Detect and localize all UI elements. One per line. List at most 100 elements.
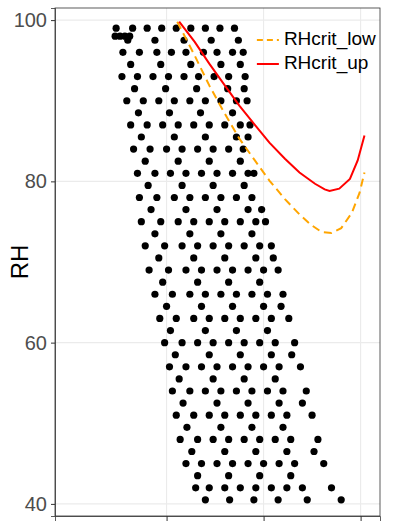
scatter-point xyxy=(256,242,263,249)
scatter-point xyxy=(210,182,217,189)
scatter-point xyxy=(155,97,162,104)
scatter-point xyxy=(202,133,209,140)
scatter-point xyxy=(216,25,223,32)
scatter-point xyxy=(161,339,168,346)
tick: 60 xyxy=(25,332,55,354)
scatter-point xyxy=(183,424,190,431)
scatter-point xyxy=(233,387,240,394)
tick-mark xyxy=(51,181,55,182)
scatter-point xyxy=(221,218,228,225)
scatter-point xyxy=(206,158,213,165)
scatter-point xyxy=(225,73,232,80)
scatter-point xyxy=(178,146,185,153)
scatter-point xyxy=(256,472,263,479)
scatter-point xyxy=(229,49,236,56)
scatter-point xyxy=(217,424,224,431)
scatter-point xyxy=(156,315,163,322)
scatter-point xyxy=(241,182,248,189)
scatter-point xyxy=(134,170,141,177)
scatter-point xyxy=(166,363,173,370)
scatter-point xyxy=(244,206,251,213)
scatter-point xyxy=(136,194,143,201)
scatter-point xyxy=(193,85,200,92)
scatter-point xyxy=(244,133,251,140)
scatter-point xyxy=(241,85,248,92)
tick-label: 60 xyxy=(25,332,47,354)
scatter-point xyxy=(151,170,158,177)
scatter-point xyxy=(252,412,259,419)
tick-label: 100 xyxy=(14,9,47,31)
scatter-point xyxy=(229,170,236,177)
scatter-point xyxy=(159,121,166,128)
scatter-point xyxy=(225,242,232,249)
scatter-point xyxy=(252,254,259,261)
scatter-point xyxy=(144,121,151,128)
scatter-point xyxy=(171,133,178,140)
scatter-point xyxy=(304,496,311,503)
scatter-point xyxy=(194,146,201,153)
scatter-point xyxy=(308,412,315,419)
scatter-point xyxy=(213,363,220,370)
scatter-point xyxy=(248,194,255,201)
scatter-point xyxy=(229,266,236,273)
legend-key xyxy=(257,63,279,65)
scatter-point xyxy=(167,327,174,334)
scatter-point xyxy=(197,109,204,116)
scatter-point xyxy=(166,109,173,116)
scatter-point xyxy=(225,146,232,153)
scatter-point xyxy=(198,363,205,370)
scatter-point xyxy=(221,121,228,128)
axis-line xyxy=(56,517,381,522)
scatter-point xyxy=(182,363,189,370)
scatter-point xyxy=(202,327,209,334)
scatter-point xyxy=(163,146,170,153)
scatter-point xyxy=(243,97,250,104)
scatter-point xyxy=(175,158,182,165)
scatter-point xyxy=(248,424,255,431)
tick xyxy=(264,516,265,521)
scatter-point xyxy=(130,146,137,153)
scatter-point xyxy=(244,266,251,273)
scatter-point xyxy=(127,121,134,128)
scatter-point xyxy=(194,436,201,443)
scatter-point xyxy=(221,484,228,491)
scatter-point xyxy=(275,266,282,273)
scatter-point xyxy=(165,73,172,80)
scatter-point xyxy=(151,37,158,44)
scatter-point xyxy=(248,230,255,237)
scatter-point xyxy=(320,460,327,467)
scatter-point xyxy=(206,121,213,128)
scatter-point xyxy=(250,496,257,503)
scatter-point xyxy=(157,218,164,225)
scatter-point xyxy=(198,170,205,177)
scatter-point xyxy=(237,484,244,491)
scatter-point xyxy=(235,37,242,44)
scatter-point xyxy=(167,170,174,177)
scatter-point xyxy=(241,436,248,443)
scatter-point xyxy=(190,412,197,419)
scatter-point xyxy=(186,97,193,104)
scatter-point xyxy=(276,400,283,407)
scatter-point xyxy=(233,291,240,298)
scatter-point xyxy=(131,85,138,92)
scatter-point xyxy=(264,327,271,334)
scatter-point xyxy=(213,170,220,177)
scatter-point xyxy=(328,484,335,491)
scatter-point xyxy=(233,194,240,201)
scatter-point xyxy=(127,61,134,68)
tick-label: 40 xyxy=(25,493,47,515)
scatter-point xyxy=(217,61,224,68)
scatter-point xyxy=(145,182,152,189)
scatter-point xyxy=(233,327,240,334)
legend-label: RHcrit_up xyxy=(284,52,368,74)
scatter-point xyxy=(188,448,195,455)
scatter-point xyxy=(124,37,131,44)
legend-key xyxy=(257,39,279,41)
scatter-point xyxy=(213,400,220,407)
scatter-point xyxy=(225,339,232,346)
scatter-point xyxy=(142,158,149,165)
tick xyxy=(167,516,168,521)
scatter-point xyxy=(291,460,298,467)
scatter-point xyxy=(217,230,224,237)
legend-label: RHcrit_low xyxy=(284,28,376,50)
